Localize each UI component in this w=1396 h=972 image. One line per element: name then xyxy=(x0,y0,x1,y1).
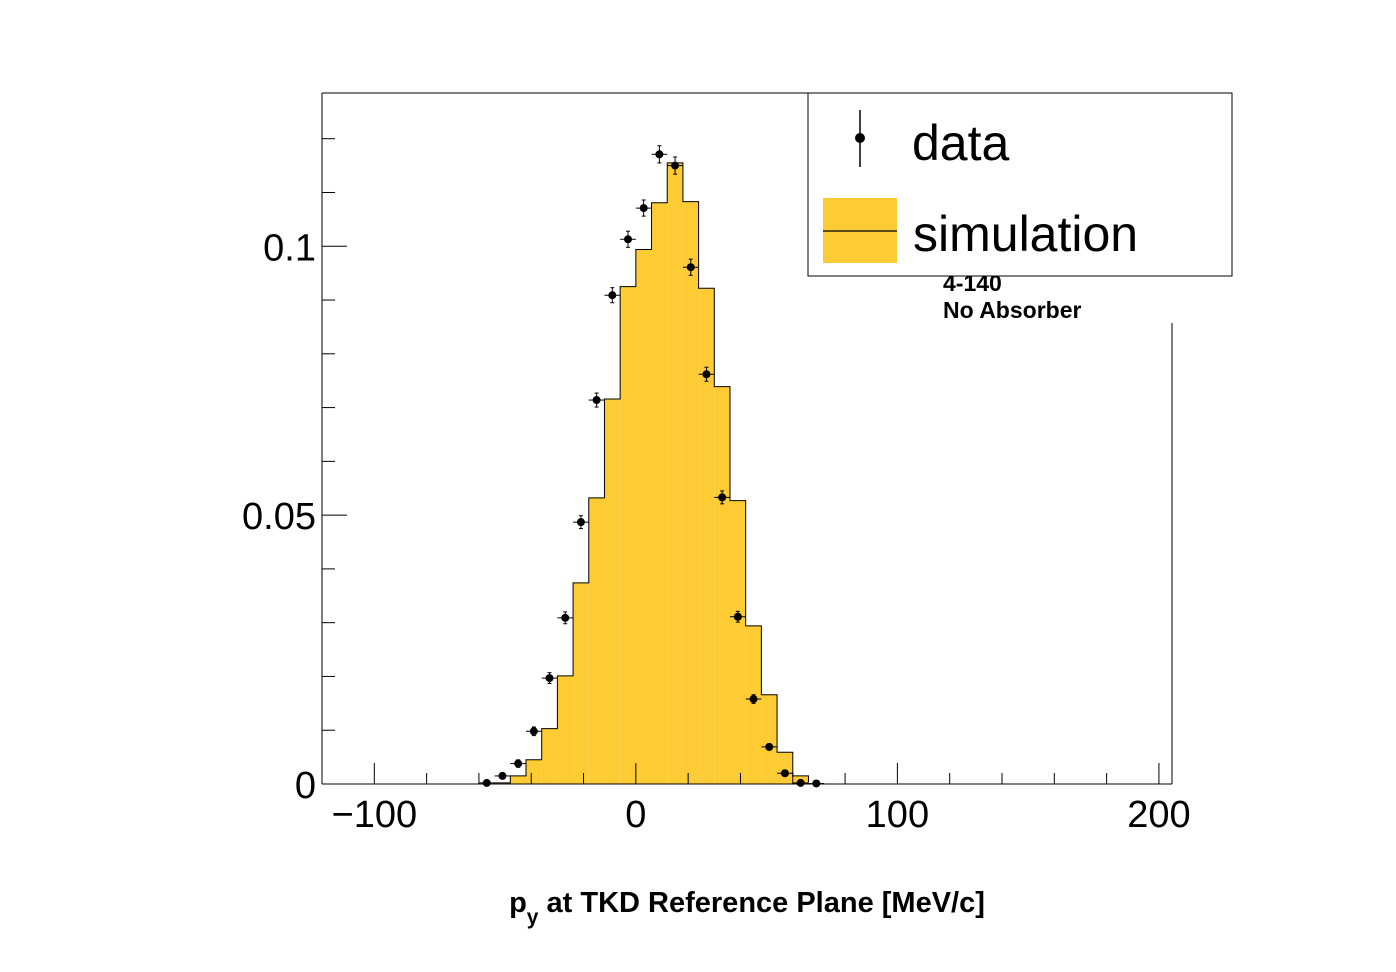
simulation-bin xyxy=(620,286,636,784)
legend: data simulation xyxy=(807,92,1233,277)
annotation: 4-140 No Absorber xyxy=(943,270,1081,323)
data-point-marker xyxy=(608,291,617,300)
data-point-marker xyxy=(718,493,727,502)
data-point-marker xyxy=(545,674,554,683)
data-point xyxy=(557,611,574,625)
simulation-outline xyxy=(494,162,809,784)
data-point-marker xyxy=(655,150,664,159)
data-point xyxy=(745,694,762,704)
data-point xyxy=(682,258,699,276)
x-tick-label: 100 xyxy=(866,794,929,836)
simulation-bin xyxy=(526,759,542,784)
axes-frame xyxy=(321,92,1173,785)
data-point-marker xyxy=(812,779,821,788)
simulation-bin xyxy=(730,500,746,784)
data-point xyxy=(635,199,652,217)
simulation-bin xyxy=(682,201,699,784)
data-point-marker xyxy=(592,396,601,405)
data-point xyxy=(714,490,730,505)
simulation-bin xyxy=(777,752,793,784)
tick-labels: −100 0 100 200 0 0.05 0.1 xyxy=(242,227,1191,836)
data-point-marker xyxy=(639,204,648,213)
data-point-marker xyxy=(482,778,491,787)
simulation-bin xyxy=(557,675,574,784)
data-point xyxy=(541,672,558,684)
data-point xyxy=(526,726,542,737)
data-point-marker xyxy=(514,759,523,768)
data-point xyxy=(667,156,683,175)
simulation-bin xyxy=(698,288,715,784)
x-tick-label: 200 xyxy=(1127,794,1190,836)
data-point-marker xyxy=(765,742,774,751)
data-point xyxy=(510,759,526,768)
data-point xyxy=(808,779,825,788)
data-point xyxy=(478,778,495,787)
x-tick-label: 0 xyxy=(625,794,646,836)
data-point-marker xyxy=(624,235,632,244)
data-point-marker xyxy=(702,370,711,379)
simulation-bin xyxy=(635,249,652,784)
data-point xyxy=(604,287,621,304)
data-point-marker xyxy=(529,727,538,736)
legend-data-label: data xyxy=(912,115,1010,171)
data-point-marker xyxy=(796,778,805,787)
y-tick-label: 0.1 xyxy=(263,227,316,269)
data-point-marker xyxy=(576,518,585,527)
legend-simulation-label: simulation xyxy=(913,206,1138,262)
simulation-bin xyxy=(745,625,762,784)
data-point xyxy=(494,771,511,780)
data-layer xyxy=(478,145,825,788)
simulation-bin xyxy=(667,162,683,784)
y-tick-label: 0 xyxy=(295,765,316,807)
data-point xyxy=(651,145,668,164)
data-point xyxy=(792,778,809,787)
simulation-bin xyxy=(588,497,605,784)
simulation-bin xyxy=(573,582,589,784)
data-point-marker xyxy=(498,771,507,780)
simulation-bin xyxy=(541,728,558,784)
data-point-marker xyxy=(671,161,680,170)
simulation-bin xyxy=(510,775,526,784)
simulation-layer xyxy=(494,162,809,785)
data-point-marker xyxy=(780,769,789,778)
annotation-line-2: No Absorber xyxy=(943,297,1081,323)
data-point xyxy=(730,610,746,623)
data-point xyxy=(620,230,636,248)
x-axis-title: py at TKD Reference Plane [MeV/c] xyxy=(509,887,985,929)
data-point-marker xyxy=(749,695,758,704)
data-point xyxy=(777,769,793,778)
legend-simulation-swatch xyxy=(823,198,897,263)
data-point-marker xyxy=(561,613,570,622)
simulation-bin xyxy=(494,782,511,784)
data-point xyxy=(573,515,589,530)
data-point xyxy=(588,392,605,408)
data-point xyxy=(761,742,778,751)
simulation-bin xyxy=(714,386,730,784)
data-point xyxy=(698,366,715,382)
x-tick-label: −100 xyxy=(332,794,418,836)
data-point-marker xyxy=(733,612,742,621)
simulation-bin xyxy=(604,398,621,784)
y-tick-label: 0.05 xyxy=(242,496,316,538)
simulation-bin xyxy=(761,694,778,784)
simulation-bin xyxy=(651,202,668,785)
data-point-marker xyxy=(686,263,695,272)
legend-data-marker xyxy=(855,110,865,167)
